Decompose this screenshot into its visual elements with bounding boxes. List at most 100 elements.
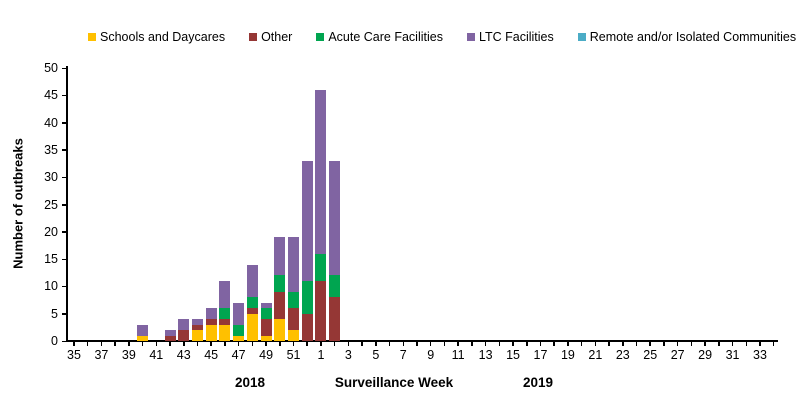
x-axis-tick: [100, 342, 103, 346]
y-axis-tick-label: 30: [44, 170, 58, 185]
x-axis-tick: [635, 342, 638, 346]
bar-segment-other: [219, 319, 230, 325]
legend-item: Remote and/or Isolated Communities: [577, 30, 796, 44]
x-axis-tick-label: 37: [94, 348, 109, 362]
x-axis-tick: [539, 342, 542, 346]
bar-segment-ltc-facilities: [219, 281, 230, 308]
y-axis-tick: [62, 313, 67, 315]
y-axis-tick: [62, 149, 67, 151]
x-axis-tick: [224, 342, 226, 346]
x-axis-tick-label: 21: [588, 348, 603, 362]
x-axis-tick: [772, 342, 775, 346]
y-axis-tick-label: 15: [44, 252, 58, 267]
y-axis-line: [66, 66, 68, 342]
y-axis-title: Number of outbreaks: [10, 138, 26, 269]
x-axis-tick-label: 9: [427, 348, 435, 362]
x-axis-tick-label: 39: [121, 348, 136, 362]
x-axis-tick: [279, 342, 281, 346]
x-axis-tick-label: 43: [176, 348, 191, 362]
x-axis-tick-label: 29: [698, 348, 713, 362]
bar-segment-other: [261, 319, 272, 336]
x-axis-tick: [484, 342, 487, 346]
legend-item: Other: [249, 30, 292, 44]
y-axis-tick-label: 35: [44, 142, 58, 157]
x-axis-tick: [704, 342, 706, 346]
legend-swatch-icon: [88, 33, 96, 41]
year-label-2019: 2019: [522, 375, 554, 390]
x-axis-tick-label: 1: [317, 348, 325, 362]
x-axis-tick-label: 27: [670, 348, 685, 362]
x-axis-title: Surveillance Week: [334, 375, 454, 390]
x-axis-tick: [114, 342, 116, 346]
x-axis-tick: [320, 342, 322, 346]
x-axis-tick: [388, 342, 391, 346]
x-axis-tick: [498, 342, 501, 346]
x-axis-tick-label: 49: [259, 348, 274, 362]
y-axis-tick: [62, 204, 67, 206]
bar-segment-ltc-facilities: [192, 319, 203, 325]
x-axis-tick-label: 7: [399, 348, 407, 362]
bar-segment-schools-and-daycares: [219, 325, 230, 341]
year-label-2018: 2018: [234, 375, 266, 390]
x-axis-tick-label: 31: [725, 348, 740, 362]
bar-segment-acute-care-facilities: [261, 308, 272, 319]
x-axis-tick: [155, 342, 158, 346]
x-axis-tick: [622, 342, 624, 346]
bar-segment-other: [165, 336, 176, 341]
bar-segment-ltc-facilities: [206, 308, 217, 319]
bar-segment-acute-care-facilities: [274, 275, 285, 292]
y-axis-tick: [62, 285, 67, 288]
x-axis-tick: [141, 342, 144, 346]
x-axis-tick: [663, 342, 665, 346]
x-axis-tick: [416, 342, 418, 346]
x-axis-tick: [608, 342, 610, 346]
x-axis-tick-label: 23: [615, 348, 630, 362]
bar-segment-other: [192, 325, 203, 330]
legend-label: Acute Care Facilities: [328, 30, 443, 44]
y-axis-tick: [62, 258, 67, 261]
x-axis-tick-label: 19: [560, 348, 575, 362]
bar-segment-schools-and-daycares: [233, 336, 244, 341]
legend-item: LTC Facilities: [466, 30, 554, 44]
y-axis-tick: [62, 176, 67, 179]
x-axis-tick-label: 51: [286, 348, 301, 362]
legend-item: Acute Care Facilities: [316, 30, 443, 44]
x-axis-tick: [553, 342, 555, 346]
bar-segment-schools-and-daycares: [247, 314, 258, 341]
x-axis-tick-label: 25: [643, 348, 658, 362]
x-axis-tick: [86, 342, 89, 346]
x-axis-tick: [347, 342, 350, 346]
bar-segment-schools-and-daycares: [137, 336, 148, 341]
bar-segment-schools-and-daycares: [192, 330, 203, 341]
bar-segment-ltc-facilities: [315, 90, 326, 254]
bar-segment-schools-and-daycares: [288, 330, 299, 341]
legend-item: Schools and Daycares: [88, 30, 225, 44]
x-axis-tick: [169, 342, 171, 346]
x-axis-tick: [731, 342, 734, 346]
y-axis-tick-label: 20: [44, 224, 58, 239]
bar-segment-acute-care-facilities: [233, 325, 244, 336]
y-axis-tick-label: 45: [44, 88, 58, 103]
y-axis-tick: [62, 122, 67, 124]
x-axis-tick: [265, 342, 267, 346]
bar-segment-acute-care-facilities: [247, 297, 258, 308]
chart-legend: Schools and Daycares Other Acute Care Faci…: [88, 30, 796, 44]
x-axis-tick: [759, 342, 761, 346]
x-axis-tick: [457, 342, 459, 346]
bar-segment-acute-care-facilities: [219, 308, 230, 319]
x-axis-tick: [361, 342, 363, 346]
x-axis-tick: [251, 342, 254, 346]
bar-segment-ltc-facilities: [178, 319, 189, 330]
x-axis-tick-label: 17: [533, 348, 548, 362]
bar-segment-other: [302, 314, 313, 341]
bar-segment-other: [329, 297, 340, 341]
y-axis-tick-label: 5: [51, 306, 58, 321]
bar-segment-schools-and-daycares: [261, 336, 272, 341]
y-axis-tick: [62, 94, 67, 97]
bar-segment-other: [178, 330, 189, 341]
x-axis-tick: [567, 342, 569, 346]
x-axis-tick: [580, 342, 583, 346]
bar-segment-acute-care-facilities: [302, 281, 313, 314]
y-axis-tick: [62, 67, 67, 69]
x-axis-tick: [443, 342, 446, 346]
